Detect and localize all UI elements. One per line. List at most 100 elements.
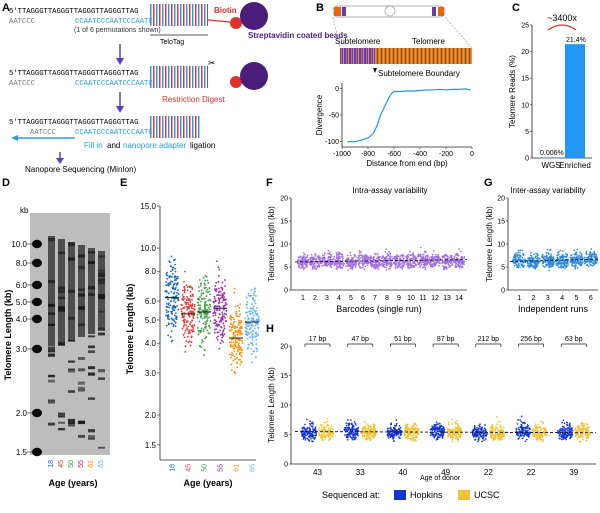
lane-band (98, 274, 105, 277)
f-xtick-label: 8 (385, 295, 389, 302)
e-point (206, 317, 209, 319)
f-xtick-label: 5 (349, 295, 353, 302)
e-point (174, 325, 177, 328)
e-point (256, 307, 258, 309)
f-point (367, 262, 370, 265)
h-point-ucsc (373, 426, 375, 429)
h-point-hopkins (566, 429, 569, 431)
h-point-hopkins (520, 415, 523, 418)
h-point-hopkins (481, 428, 483, 431)
f-point (455, 265, 458, 268)
h-difference-label: 63 bp (565, 336, 583, 343)
e-point (224, 304, 227, 307)
f-point (381, 264, 384, 267)
h-point-hopkins (309, 436, 312, 438)
legend-swatch-ucsc (458, 490, 470, 500)
f-point (412, 254, 415, 257)
panel-h-letter: H (266, 323, 274, 335)
e-point (248, 310, 251, 313)
e-point (220, 294, 222, 297)
e-point (240, 321, 242, 324)
g-point (570, 254, 573, 256)
h-point-hopkins (313, 429, 316, 431)
h-point-ucsc (542, 427, 545, 430)
e-point (245, 331, 248, 334)
e-point (234, 341, 237, 344)
f-point (350, 266, 353, 269)
g-point (585, 252, 588, 255)
f-point (427, 260, 429, 263)
e-point (220, 339, 223, 342)
h-point-ucsc (537, 426, 539, 429)
e-point (168, 260, 171, 262)
e-point (208, 287, 211, 289)
intra-assay-title: Intra-assay variability (352, 186, 427, 195)
h-point-hopkins (473, 425, 476, 427)
lane-band (88, 435, 95, 438)
lane-band (68, 418, 75, 423)
g-xtick-label: 4 (560, 295, 564, 302)
lane-band (48, 379, 55, 383)
e-point (209, 299, 212, 302)
e-point (246, 307, 249, 309)
e-point (220, 317, 223, 320)
h-point-hopkins (399, 429, 402, 432)
g-point (545, 254, 548, 257)
e-point (221, 331, 224, 334)
f-xtick-label: 9 (397, 295, 401, 302)
h-point-ucsc (325, 433, 328, 436)
f-point (419, 261, 422, 263)
h-ytick-label: 10 (280, 403, 288, 410)
h-point-hopkins (482, 432, 485, 435)
lane-band (48, 422, 55, 426)
c-value-enriched: 21.4% (566, 37, 586, 44)
e-point (224, 279, 226, 281)
h-point-ucsc (331, 428, 334, 430)
e-point (192, 328, 195, 331)
e-point (190, 305, 193, 308)
f-point (433, 265, 436, 267)
h-point-hopkins (308, 436, 310, 438)
e-point (183, 336, 186, 339)
h-xtick-label: 40 (398, 468, 407, 477)
g-point (516, 264, 518, 267)
e-point (168, 275, 171, 278)
f-point (457, 254, 460, 257)
h-point-hopkins (311, 425, 314, 427)
e-point (165, 284, 168, 287)
f-point (385, 262, 388, 265)
f-point (375, 257, 378, 260)
h-point-hopkins (472, 429, 475, 432)
g-xlabel: Independent runs (518, 304, 589, 314)
g-point (520, 264, 523, 267)
h-point-ucsc (541, 438, 544, 441)
lane-band (58, 427, 65, 431)
h-point-ucsc (411, 428, 414, 431)
e-point (197, 310, 200, 312)
e-point (198, 304, 201, 307)
lane-smear (98, 251, 105, 331)
f-point (330, 266, 333, 268)
h-difference-label: 51 bp (394, 336, 412, 343)
e-point (202, 330, 205, 333)
adapter-label: nanopore adapter (123, 141, 187, 150)
e-point (169, 336, 172, 338)
f-point (423, 258, 426, 260)
h-point-ucsc (448, 433, 451, 435)
h-point-hopkins (356, 432, 359, 435)
f-point (318, 264, 320, 267)
h-point-hopkins (480, 430, 482, 433)
f-point (412, 257, 414, 260)
f-point (445, 266, 448, 269)
e-point (251, 332, 254, 335)
e-point (213, 288, 216, 290)
h-point-ucsc (331, 435, 334, 438)
g-point (559, 249, 562, 252)
h-point-hopkins (567, 427, 570, 429)
h-point-ucsc (457, 436, 459, 438)
e-point (221, 313, 224, 316)
h-point-hopkins (309, 422, 311, 425)
f-point (434, 253, 437, 256)
h-point-hopkins (480, 434, 483, 437)
